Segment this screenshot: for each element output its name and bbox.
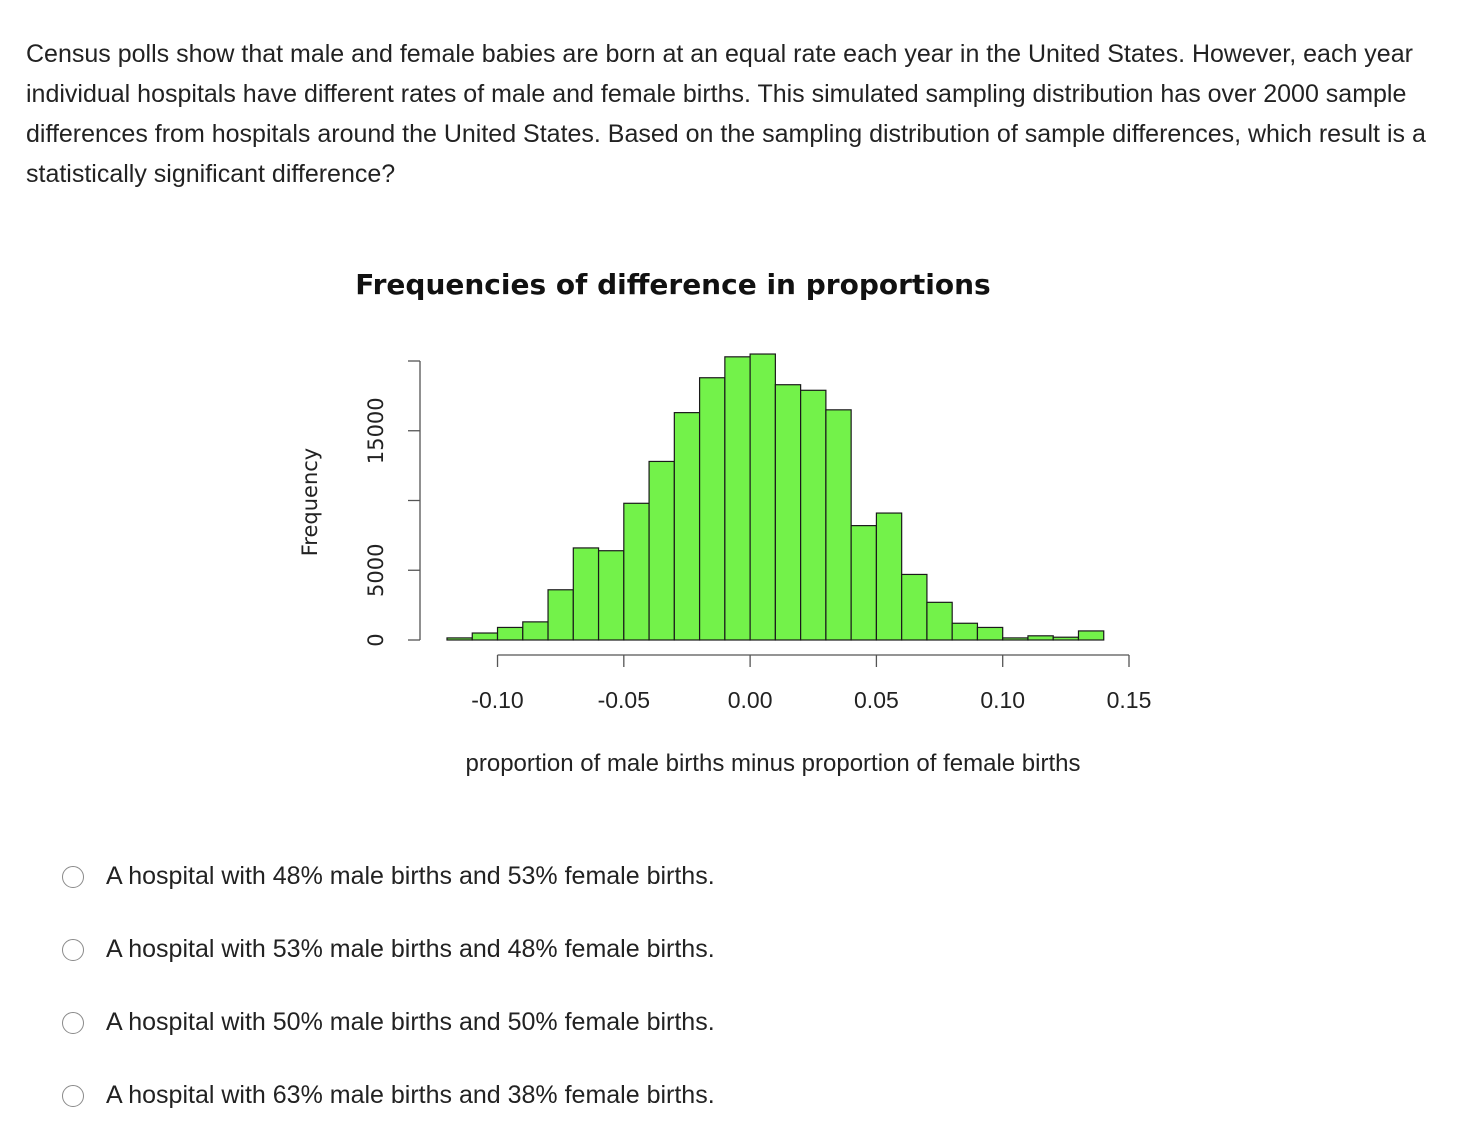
- histogram-bar: [749, 353, 776, 641]
- histogram-bar: [800, 389, 827, 641]
- histogram-bar: [875, 512, 903, 641]
- histogram-bar: [774, 384, 802, 641]
- histogram-bar: [1002, 637, 1029, 641]
- histogram-bar: [648, 460, 675, 641]
- y-tick-label: 0: [364, 633, 388, 646]
- histogram-bar: [673, 412, 701, 641]
- x-tick-label: 0.00: [728, 687, 773, 713]
- histogram-bar: [698, 377, 726, 641]
- radio-button[interactable]: [62, 1084, 84, 1107]
- histogram-bar: [724, 356, 751, 641]
- y-axis: 0 5000 15000: [364, 360, 421, 647]
- histogram-bar: [1077, 630, 1105, 641]
- histogram-bar: [471, 632, 499, 641]
- y-tick-label: 5000: [364, 544, 388, 597]
- question-text: Census polls show that male and female b…: [26, 40, 1426, 188]
- answer-options: A hospital with 48% male births and 53% …: [62, 840, 962, 1132]
- x-axis-label: proportion of male births minus proporti…: [466, 750, 1081, 777]
- answer-option-label: A hospital with 63% male births and 38% …: [106, 1081, 715, 1109]
- histogram-bar: [901, 573, 928, 641]
- radio-button[interactable]: [62, 1011, 84, 1034]
- histogram-svg: Frequencies of difference in proportions…: [298, 268, 1152, 777]
- answer-option-4[interactable]: A hospital with 63% male births and 38% …: [62, 1059, 962, 1132]
- histogram-chart: Frequencies of difference in proportions…: [290, 250, 1190, 810]
- histogram-bar: [951, 622, 979, 641]
- histogram-bar: [623, 502, 650, 641]
- radio-button[interactable]: [62, 865, 84, 888]
- x-tick-label: 0.05: [854, 687, 899, 713]
- answer-option-1[interactable]: A hospital with 48% male births and 53% …: [62, 840, 962, 913]
- histogram-bar: [547, 589, 574, 641]
- answer-option-label: A hospital with 48% male births and 53% …: [106, 862, 715, 890]
- histogram-bar: [1052, 636, 1080, 641]
- answer-option-2[interactable]: A hospital with 53% male births and 48% …: [62, 913, 962, 986]
- histogram-bar: [446, 637, 473, 641]
- radio-button[interactable]: [62, 938, 84, 961]
- histogram-bar: [850, 525, 878, 641]
- x-axis: -0.10 -0.05 0.00 0.05 0.10 0.15: [471, 654, 1152, 713]
- x-tick-label: -0.10: [471, 687, 523, 713]
- x-tick-label: 0.10: [980, 687, 1025, 713]
- histogram-bar: [825, 409, 852, 641]
- answer-option-label: A hospital with 53% male births and 48% …: [106, 935, 715, 963]
- histogram-bars: [446, 353, 1105, 641]
- histogram-bar: [926, 601, 953, 641]
- histogram-bar: [976, 626, 1004, 641]
- answer-option-label: A hospital with 50% male births and 50% …: [106, 1008, 715, 1036]
- chart-title: Frequencies of difference in proportions: [355, 268, 990, 301]
- histogram-bar: [572, 547, 600, 641]
- y-tick-label: 15000: [364, 397, 388, 464]
- histogram-bar: [496, 626, 524, 641]
- histogram-bar: [1027, 635, 1054, 641]
- histogram-bar: [522, 621, 549, 641]
- y-axis-label: Frequency: [298, 448, 322, 557]
- x-tick-label: -0.05: [598, 687, 650, 713]
- x-tick-label: 0.15: [1107, 687, 1152, 713]
- histogram-bar: [597, 550, 625, 641]
- answer-option-3[interactable]: A hospital with 50% male births and 50% …: [62, 986, 962, 1059]
